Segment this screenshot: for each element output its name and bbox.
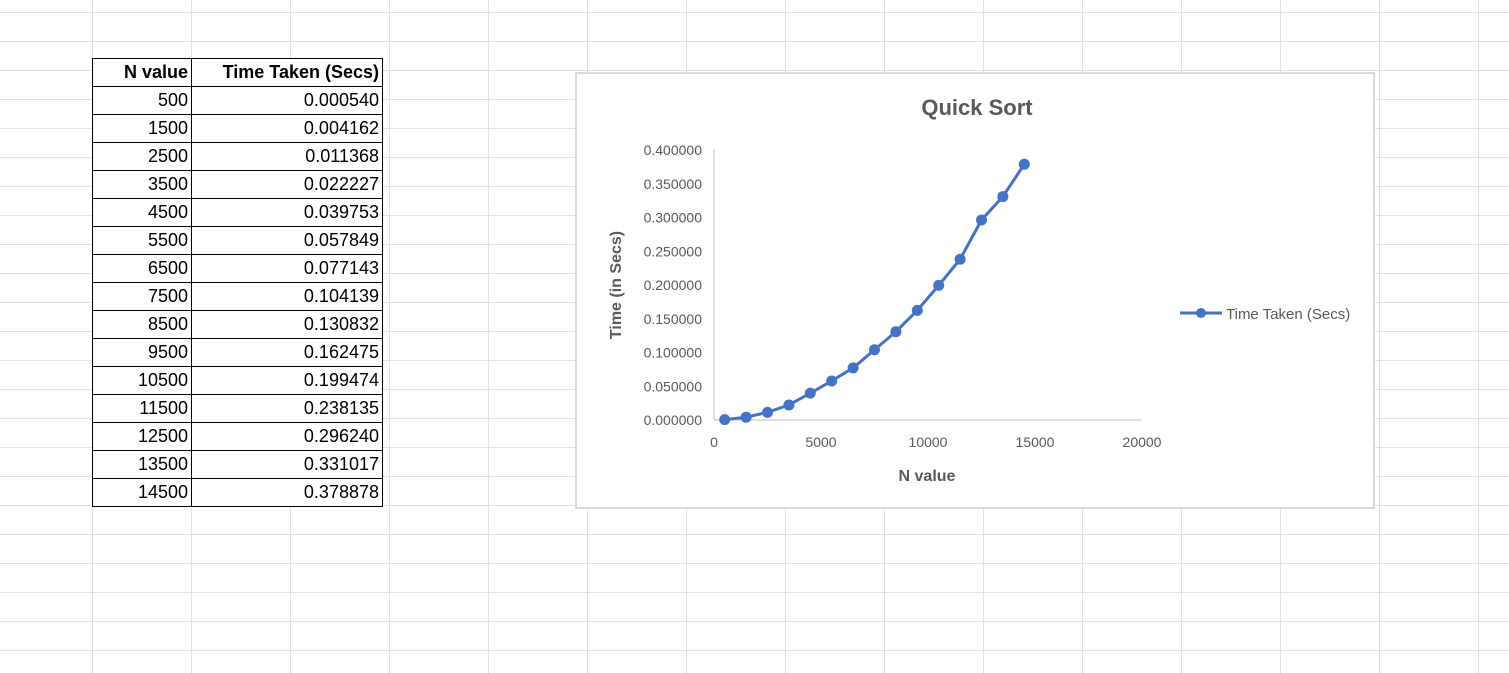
table-row: 5500 0.057849	[92, 226, 383, 255]
header-time-taken[interactable]: Time Taken (Secs)	[191, 58, 383, 87]
cell-time-taken[interactable]: 0.004162	[191, 114, 383, 143]
x-axis-label: N value	[899, 468, 956, 485]
cell-n-value[interactable]: 14500	[92, 478, 192, 507]
x-tick-label: 15000	[1016, 434, 1055, 450]
data-point[interactable]	[1018, 158, 1030, 170]
cell-time-taken[interactable]: 0.296240	[191, 422, 383, 451]
cell-n-value[interactable]: 7500	[92, 282, 192, 311]
legend-label: Time Taken (Secs)	[1226, 306, 1350, 323]
data-table: N value Time Taken (Secs) 500 0.000540 150…	[92, 58, 383, 507]
chart-title: Quick Sort	[921, 95, 1033, 120]
table-row: 7500 0.104139	[92, 282, 383, 311]
data-point[interactable]	[954, 253, 966, 265]
table-row: 9500 0.162475	[92, 338, 383, 367]
table-body: 500 0.000540 1500 0.004162 2500 0.011368 3500 0…	[92, 86, 383, 507]
cell-time-taken[interactable]: 0.022227	[191, 170, 383, 199]
table-row: 12500 0.296240	[92, 422, 383, 451]
cell-n-value[interactable]: 500	[92, 86, 192, 115]
data-point[interactable]	[783, 399, 795, 411]
cell-n-value[interactable]: 4500	[92, 198, 192, 227]
cell-time-taken[interactable]: 0.162475	[191, 338, 383, 367]
y-tick-label: 0.350000	[644, 176, 703, 192]
cell-time-taken[interactable]: 0.199474	[191, 366, 383, 395]
cell-n-value[interactable]: 9500	[92, 338, 192, 367]
cell-time-taken[interactable]: 0.000540	[191, 86, 383, 115]
table-row: 1500 0.004162	[92, 114, 383, 143]
cell-n-value[interactable]: 6500	[92, 254, 192, 283]
table-header-row: N value Time Taken (Secs)	[92, 58, 383, 87]
y-tick-label: 0.150000	[644, 311, 703, 327]
data-point[interactable]	[997, 191, 1009, 203]
table-row: 2500 0.011368	[92, 142, 383, 171]
cell-time-taken[interactable]: 0.057849	[191, 226, 383, 255]
x-tick-label: 10000	[909, 434, 948, 450]
cell-n-value[interactable]: 5500	[92, 226, 192, 255]
cell-time-taken[interactable]: 0.378878	[191, 478, 383, 507]
cell-n-value[interactable]: 12500	[92, 422, 192, 451]
cell-time-taken[interactable]: 0.039753	[191, 198, 383, 227]
data-point[interactable]	[890, 326, 902, 338]
data-point[interactable]	[911, 304, 923, 316]
data-point[interactable]	[740, 411, 752, 423]
plot-area: 0.000000 0.050000 0.100000 0.150000 0.200000…	[644, 142, 1162, 450]
table-row: 14500 0.378878	[92, 478, 383, 507]
y-tick-label: 0.300000	[644, 210, 703, 226]
x-tick-label: 20000	[1123, 434, 1162, 450]
data-point[interactable]	[976, 214, 987, 226]
y-tick-label: 0.100000	[644, 345, 703, 361]
cell-time-taken[interactable]: 0.130832	[191, 310, 383, 339]
cell-n-value[interactable]: 2500	[92, 142, 192, 171]
y-axis-label: Time (in Secs)	[608, 231, 625, 339]
table-row: 11500 0.238135	[92, 394, 383, 423]
y-tick-label: 0.250000	[644, 243, 703, 259]
cell-n-value[interactable]: 1500	[92, 114, 192, 143]
legend[interactable]: Time Taken (Secs)	[1180, 306, 1350, 323]
cell-n-value[interactable]: 11500	[92, 394, 192, 423]
data-point[interactable]	[719, 414, 731, 426]
y-tick-label: 0.400000	[644, 142, 703, 158]
table-row: 3500 0.022227	[92, 170, 383, 199]
y-tick-label: 0.000000	[644, 412, 703, 428]
series-line[interactable]	[724, 163, 1026, 422]
data-point[interactable]	[826, 375, 838, 387]
cell-n-value[interactable]: 8500	[92, 310, 192, 339]
cell-time-taken[interactable]: 0.104139	[191, 282, 383, 311]
cell-time-taken[interactable]: 0.331017	[191, 450, 383, 479]
data-point[interactable]	[847, 362, 859, 374]
chart-container[interactable]: Quick Sort Time (in Secs) N value 0.0000…	[575, 72, 1375, 509]
y-tick-label: 0.200000	[644, 277, 703, 293]
header-n-value[interactable]: N value	[92, 58, 192, 87]
cell-n-value[interactable]: 10500	[92, 366, 192, 395]
table-row: 10500 0.199474	[92, 366, 383, 395]
cell-time-taken[interactable]: 0.238135	[191, 394, 383, 423]
cell-n-value[interactable]: 3500	[92, 170, 192, 199]
legend-marker-swatch	[1196, 308, 1206, 318]
cell-time-taken[interactable]: 0.077143	[191, 254, 383, 283]
data-point[interactable]	[762, 406, 773, 418]
chart-svg: Quick Sort Time (in Secs) N value 0.0000…	[608, 95, 1350, 485]
data-point[interactable]	[933, 279, 945, 291]
y-tick-label: 0.050000	[644, 378, 703, 394]
cell-n-value[interactable]: 13500	[92, 450, 192, 479]
x-tick-label: 5000	[805, 434, 836, 450]
x-tick-label: 0	[710, 434, 718, 450]
table-row: 4500 0.039753	[92, 198, 383, 227]
data-point[interactable]	[869, 344, 880, 356]
table-row: 6500 0.077143	[92, 254, 383, 283]
table-row: 13500 0.331017	[92, 450, 383, 479]
table-row: 500 0.000540	[92, 86, 383, 115]
data-point[interactable]	[804, 387, 816, 399]
cell-time-taken[interactable]: 0.011368	[191, 142, 383, 171]
table-row: 8500 0.130832	[92, 310, 383, 339]
